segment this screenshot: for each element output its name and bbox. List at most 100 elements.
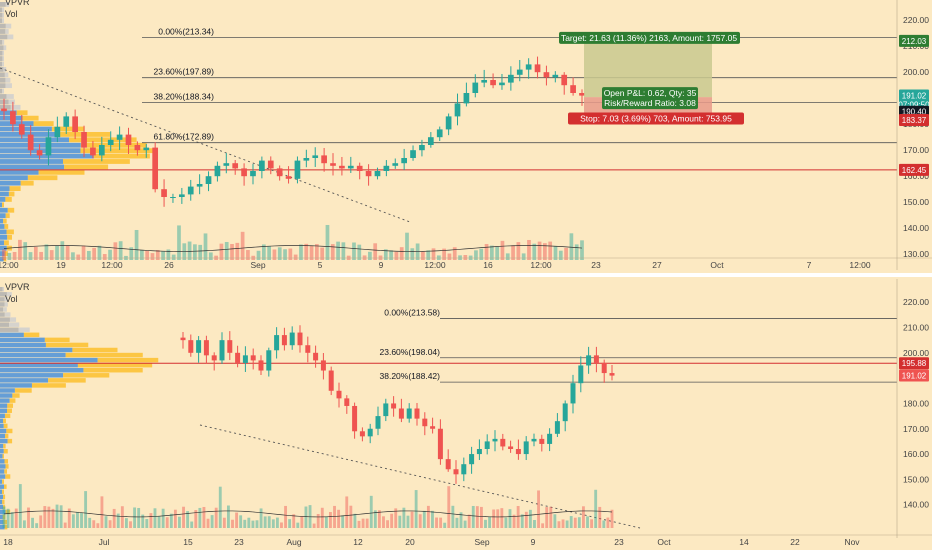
bottom-volume bbox=[2, 484, 614, 528]
vpvr-bar-down bbox=[4, 469, 8, 474]
vpvr-bar-up bbox=[0, 50, 3, 56]
volume-bar bbox=[315, 244, 319, 260]
volume-bar bbox=[431, 510, 434, 528]
vpvr-bar-up bbox=[0, 388, 15, 393]
volume-bar bbox=[118, 241, 123, 260]
candle-body bbox=[45, 137, 52, 156]
volume-bar bbox=[108, 249, 112, 260]
volume-bar bbox=[14, 508, 18, 528]
vpvr-bar-down bbox=[63, 159, 130, 164]
vpvr-bar-down bbox=[9, 322, 20, 327]
vpvr-bar-down bbox=[48, 378, 86, 383]
volume-bar bbox=[206, 518, 210, 528]
volume-bar bbox=[96, 523, 100, 528]
volume-bar bbox=[532, 243, 537, 260]
vpvr-bar-up bbox=[0, 474, 6, 479]
time-tick-label: 14 bbox=[739, 537, 749, 547]
volume-bar bbox=[320, 507, 324, 528]
volume-bar bbox=[271, 519, 275, 528]
volume-bar bbox=[426, 505, 430, 528]
volume-bar bbox=[198, 507, 202, 528]
vpvr-bar-up bbox=[0, 438, 8, 444]
volume-bar bbox=[178, 516, 181, 528]
time-tick-label: Oct bbox=[710, 260, 724, 270]
vpvr-bar-up bbox=[0, 327, 19, 332]
volume-bar bbox=[116, 513, 120, 528]
vpvr-bar-up bbox=[0, 347, 73, 353]
vpvr-bar-up bbox=[0, 398, 10, 403]
vpvr-bar-down bbox=[33, 121, 54, 126]
price-tag bbox=[899, 357, 929, 370]
price-tick-label: 170.00 bbox=[903, 145, 929, 155]
volume-bar bbox=[511, 245, 515, 260]
vpvr-bar-down bbox=[27, 175, 58, 181]
vpvr-bar-up bbox=[0, 77, 6, 83]
vpvr-bar-down bbox=[4, 312, 11, 317]
volume-bar bbox=[421, 251, 425, 260]
vpvr-bar-down bbox=[6, 94, 14, 99]
volume-bar bbox=[150, 253, 155, 260]
candle-body bbox=[27, 134, 34, 151]
time-tick-label: 15 bbox=[183, 537, 193, 547]
volume-bar bbox=[182, 506, 185, 528]
candle-body bbox=[554, 421, 560, 434]
vpvr-bar-up bbox=[0, 423, 4, 429]
vpvr-bar-up bbox=[0, 428, 7, 434]
volume-bar bbox=[33, 246, 38, 260]
candle-body bbox=[267, 160, 274, 169]
vpvr-bar-up bbox=[0, 12, 3, 18]
candle-body bbox=[561, 74, 568, 86]
volume-bar bbox=[193, 244, 197, 260]
price-tick-label: 150.00 bbox=[903, 197, 929, 207]
candle-body bbox=[436, 129, 443, 138]
volume-bar bbox=[484, 243, 489, 260]
time-tick-label: Nov bbox=[844, 537, 860, 547]
vpvr-bar-up bbox=[0, 297, 5, 302]
vpvr-bar-up bbox=[0, 413, 5, 419]
volume-bar bbox=[235, 512, 239, 528]
vpvr-bar-up bbox=[0, 18, 3, 24]
volume-bar bbox=[47, 506, 51, 528]
volume-bar bbox=[247, 517, 251, 528]
time-tick-label: 9 bbox=[531, 537, 536, 547]
vpvr-bar-down bbox=[20, 180, 34, 186]
indicator-vol-label: Vol bbox=[5, 9, 18, 19]
volume-bar bbox=[80, 512, 83, 528]
candle-body bbox=[490, 80, 496, 86]
volume-bar bbox=[602, 520, 606, 528]
volume-bar bbox=[166, 249, 171, 260]
vpvr-bar-down bbox=[2, 514, 6, 520]
vpvr-bar-down bbox=[4, 224, 9, 229]
vpvr-bar-up bbox=[0, 514, 3, 520]
volume-bar bbox=[161, 251, 165, 260]
candle-body bbox=[422, 418, 428, 427]
candle-body bbox=[336, 390, 342, 399]
vpvr-bar-up bbox=[0, 342, 46, 348]
vpvr-bar-down bbox=[3, 256, 7, 262]
time-tick-label: 16 bbox=[483, 260, 493, 270]
volume-bar bbox=[71, 252, 75, 260]
vpvr-bar-down bbox=[9, 317, 17, 322]
volume-bar bbox=[44, 244, 49, 260]
volume-bar bbox=[606, 517, 610, 528]
volume-bar bbox=[504, 517, 508, 528]
candle-body bbox=[219, 340, 225, 361]
candle-body bbox=[383, 165, 390, 171]
candle-body bbox=[499, 82, 505, 86]
volume-bar bbox=[222, 517, 226, 528]
vpvr-bar-down bbox=[7, 34, 14, 40]
volume-bar bbox=[35, 523, 39, 528]
vpvr-bar-down bbox=[5, 474, 11, 479]
volume-bar bbox=[357, 520, 361, 528]
volume-bar bbox=[594, 489, 598, 528]
price-tick-label: 170.00 bbox=[903, 424, 929, 434]
vpvr-bar-up bbox=[0, 489, 3, 494]
candle-body bbox=[134, 145, 141, 151]
volume-bar bbox=[564, 247, 568, 260]
candle-body bbox=[232, 163, 239, 169]
vpvr-bar-up bbox=[0, 403, 8, 408]
volume-bar bbox=[333, 505, 336, 528]
price-tag bbox=[899, 163, 929, 176]
candle-body bbox=[515, 449, 521, 455]
